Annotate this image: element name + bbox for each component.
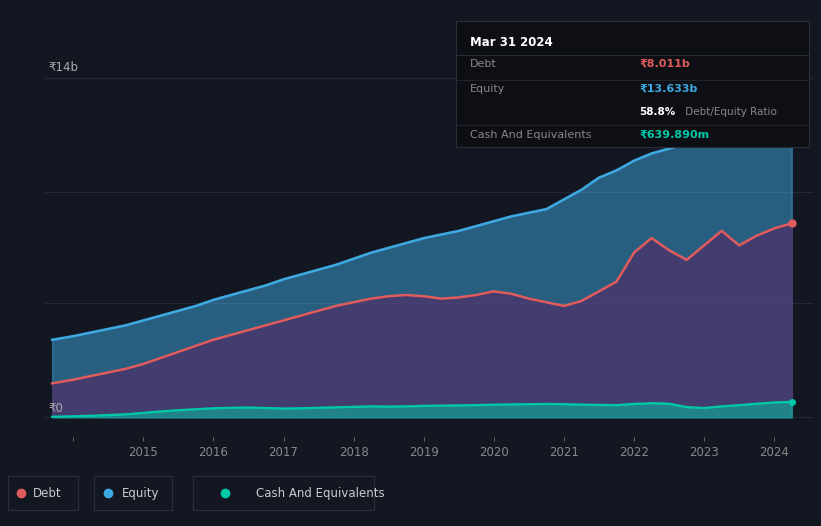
Text: ₹0: ₹0 (48, 402, 63, 415)
Text: ₹13.633b: ₹13.633b (640, 84, 698, 94)
Text: Cash And Equivalents: Cash And Equivalents (470, 129, 591, 139)
Text: Mar 31 2024: Mar 31 2024 (470, 36, 553, 49)
Text: ₹14b: ₹14b (48, 60, 79, 74)
Text: Debt: Debt (470, 59, 497, 69)
Text: Debt: Debt (33, 487, 62, 500)
Text: 58.8%: 58.8% (640, 107, 676, 117)
Text: Debt/Equity Ratio: Debt/Equity Ratio (681, 107, 777, 117)
Text: ₹8.011b: ₹8.011b (640, 59, 690, 69)
Text: Equity: Equity (470, 84, 505, 94)
Text: Cash And Equivalents: Cash And Equivalents (256, 487, 385, 500)
Text: Equity: Equity (122, 487, 159, 500)
Text: ₹639.890m: ₹639.890m (640, 129, 709, 139)
